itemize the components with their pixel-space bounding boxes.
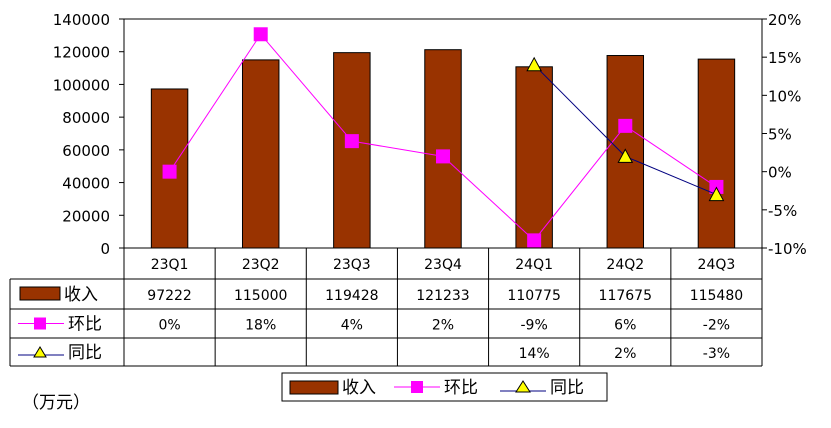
marker-qoq [618, 118, 633, 133]
left-tick-label: 0 [100, 240, 110, 258]
cell-revenue: 117675 [599, 288, 652, 304]
left-tick-label: 80000 [62, 109, 110, 127]
cell-yoy: 14% [519, 346, 550, 362]
row-key-revenue [19, 286, 61, 301]
category-label: 23Q4 [424, 257, 462, 273]
left-tick-label: 60000 [62, 142, 110, 160]
marker-qoq [253, 27, 268, 42]
cell-qoq: 6% [614, 318, 636, 334]
category-label: 24Q2 [606, 257, 644, 273]
plot-area [123, 18, 763, 249]
marker-yoy [617, 148, 634, 163]
right-tick-label: 0% [768, 164, 792, 182]
bar-revenue [697, 58, 736, 249]
cell-qoq: -2% [703, 318, 730, 334]
bar-revenue [333, 52, 371, 249]
marker-yoy [526, 56, 542, 72]
unit-label: （万元） [22, 393, 90, 413]
right-tick-label: 20% [768, 11, 801, 29]
right-tick-label: -10% [768, 240, 807, 258]
category-label: 23Q2 [242, 257, 280, 273]
cell-revenue: 97222 [147, 288, 192, 304]
marker-qoq [162, 164, 177, 179]
category-label: 24Q1 [515, 257, 553, 273]
bar-revenue [515, 66, 553, 249]
legend-label-yoy: 同比 [550, 378, 584, 398]
bar-revenue [606, 55, 645, 249]
row-key-qoq-marker [34, 317, 46, 330]
marker-yoy [708, 186, 725, 202]
cell-yoy: 2% [614, 346, 636, 362]
legend-label-qoq: 环比 [444, 378, 478, 398]
cell-qoq: -9% [521, 318, 548, 334]
bar-revenue [241, 59, 280, 249]
marker-qoq [344, 134, 359, 149]
row-key-yoy-marker [33, 346, 47, 358]
legend-key-qoq-marker [411, 381, 423, 393]
cell-revenue: 115480 [690, 288, 743, 304]
marker-qoq [436, 149, 450, 164]
right-tick-label: 15% [768, 49, 801, 67]
cell-qoq: 2% [432, 318, 454, 334]
marker-qoq [527, 233, 542, 248]
cell-revenue: 121233 [416, 288, 469, 304]
left-axis-ticks: 0 20000 40000 60000 80000 100000 120000 140000 [53, 11, 124, 258]
category-label: 24Q3 [698, 257, 736, 273]
legend-label-revenue: 收入 [342, 378, 376, 398]
left-tick-label: 40000 [62, 175, 110, 193]
right-tick-label: -5% [768, 202, 797, 220]
legend: 收入 环比 同比 [281, 372, 608, 402]
cell-revenue: 110775 [507, 288, 560, 304]
right-tick-label: 10% [768, 87, 801, 105]
category-label: 23Q1 [151, 257, 189, 273]
right-tick-label: 5% [768, 126, 792, 144]
cell-qoq: 18% [245, 318, 276, 334]
left-tick-label: 140000 [53, 11, 110, 29]
row-label-qoq: 环比 [68, 315, 102, 335]
left-tick-label: 20000 [62, 207, 110, 225]
bar-revenue [424, 49, 462, 249]
left-tick-label: 100000 [53, 76, 110, 94]
category-label: 23Q3 [333, 257, 371, 273]
right-axis-ticks: -10% -5% 0% 5% 10% 15% 20% [762, 11, 807, 258]
legend-key-yoy-marker [515, 380, 531, 393]
cell-qoq: 0% [158, 318, 180, 334]
row-label-revenue: 收入 [64, 285, 98, 305]
left-tick-label: 120000 [53, 44, 110, 62]
cell-yoy: -3% [703, 346, 730, 362]
cell-revenue: 115000 [234, 288, 287, 304]
row-label-yoy: 同比 [68, 343, 102, 363]
cell-revenue: 119428 [325, 288, 378, 304]
cell-qoq: 4% [341, 318, 363, 334]
legend-key-revenue [289, 380, 339, 395]
data-table: 23Q1 23Q2 23Q3 23Q4 24Q1 24Q2 24Q3 收入 97222 11500… [9, 248, 763, 367]
